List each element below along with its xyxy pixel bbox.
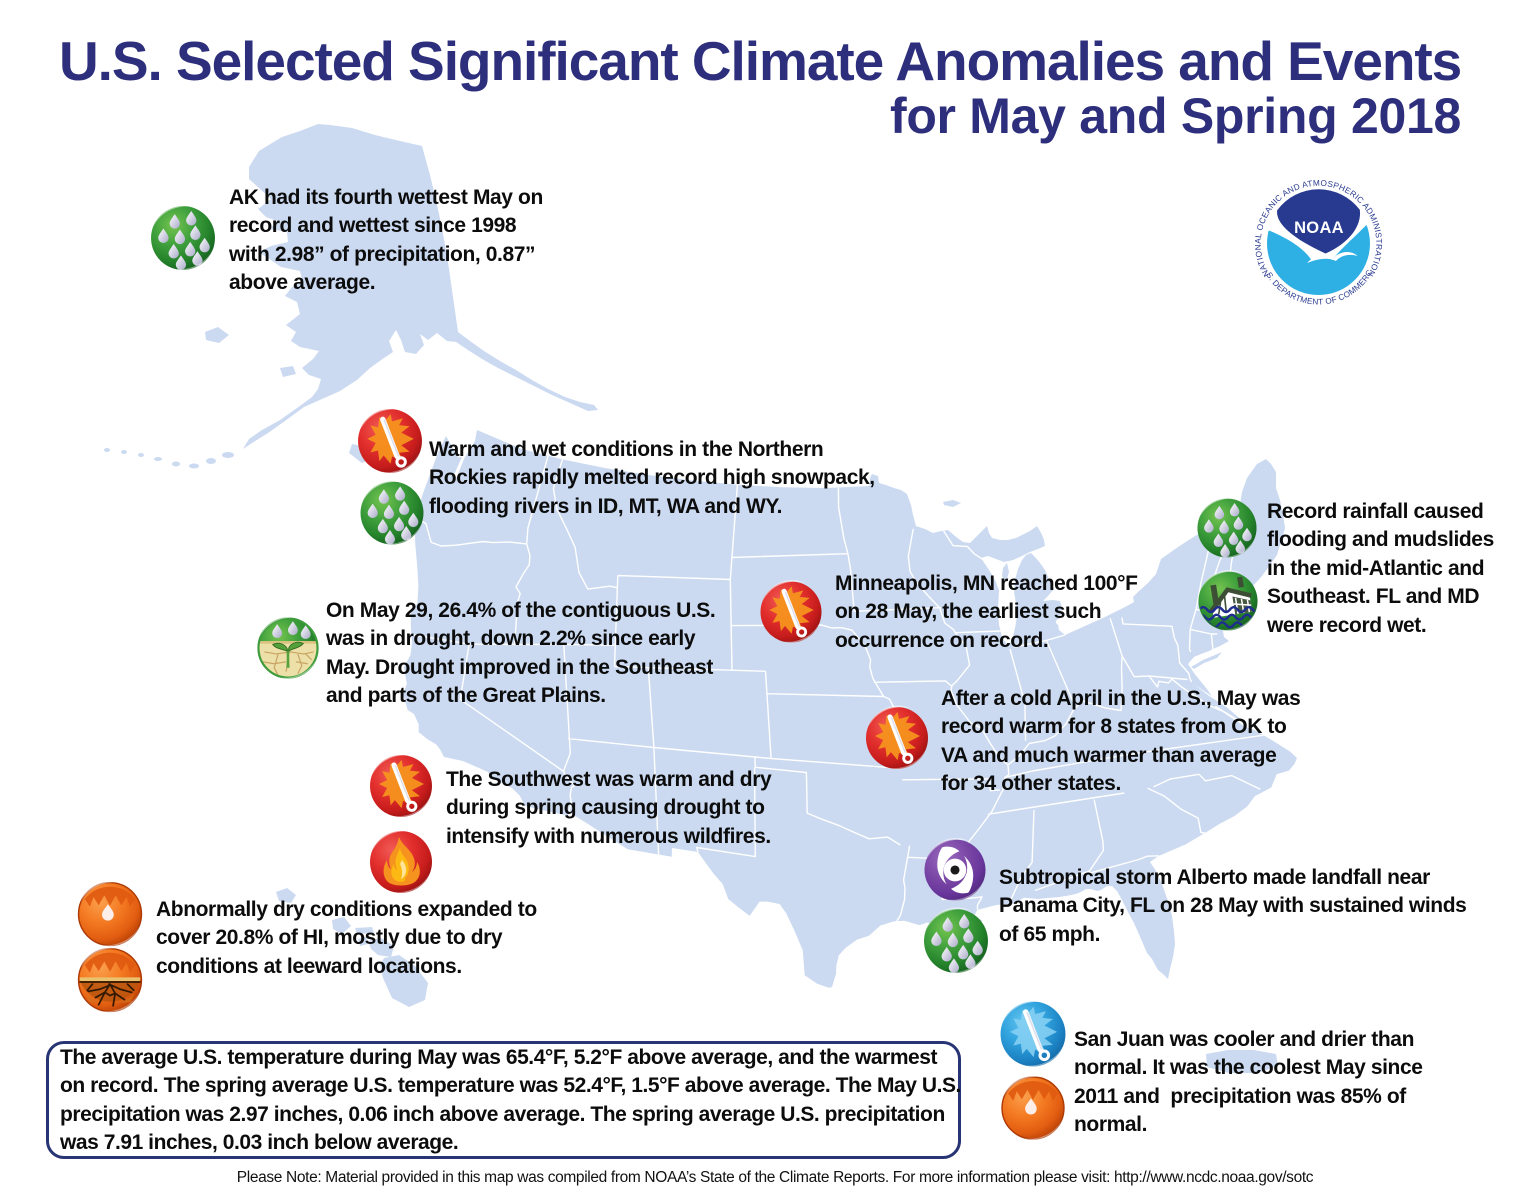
svg-text:NOAA: NOAA: [1294, 219, 1344, 237]
